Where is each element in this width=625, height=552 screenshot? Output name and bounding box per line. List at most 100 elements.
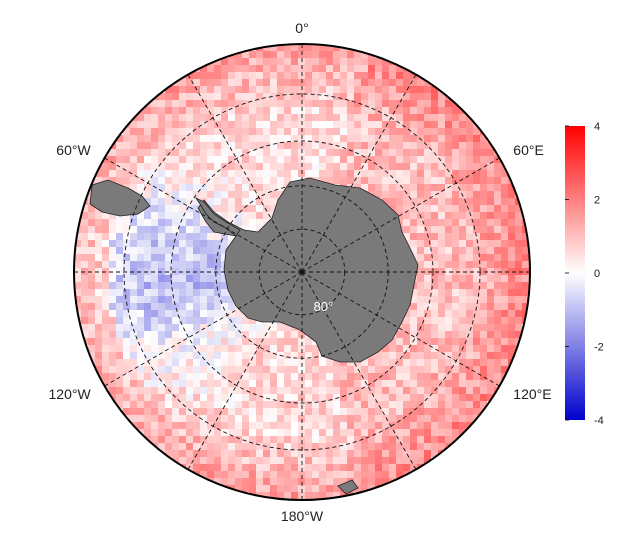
- anomaly-cell: [172, 93, 179, 100]
- anomaly-cell: [452, 142, 459, 149]
- anomaly-cell: [221, 373, 228, 380]
- anomaly-cell: [186, 247, 193, 254]
- anomaly-cell: [74, 282, 81, 289]
- anomaly-cell: [487, 170, 494, 177]
- anomaly-cell: [151, 429, 158, 436]
- anomaly-cell: [116, 233, 123, 240]
- anomaly-cell: [151, 156, 158, 163]
- anomaly-cell: [158, 366, 165, 373]
- anomaly-cell: [368, 142, 375, 149]
- anomaly-cell: [319, 394, 326, 401]
- anomaly-cell: [291, 93, 298, 100]
- anomaly-cell: [361, 450, 368, 457]
- anomaly-cell: [137, 338, 144, 345]
- anomaly-cell: [480, 163, 487, 170]
- anomaly-cell: [130, 149, 137, 156]
- anomaly-cell: [466, 226, 473, 233]
- anomaly-cell: [284, 436, 291, 443]
- anomaly-cell: [165, 317, 172, 324]
- anomaly-cell: [242, 93, 249, 100]
- anomaly-cell: [284, 72, 291, 79]
- anomaly-cell: [347, 100, 354, 107]
- anomaly-cell: [291, 443, 298, 450]
- anomaly-cell: [179, 436, 186, 443]
- anomaly-cell: [501, 240, 508, 247]
- anomaly-cell: [305, 464, 312, 471]
- anomaly-cell: [487, 149, 494, 156]
- anomaly-cell: [312, 464, 319, 471]
- anomaly-cell: [438, 366, 445, 373]
- anomaly-cell: [389, 170, 396, 177]
- anomaly-cell: [249, 457, 256, 464]
- anomaly-cell: [263, 331, 270, 338]
- anomaly-cell: [515, 310, 522, 317]
- anomaly-cell: [333, 177, 340, 184]
- anomaly-cell: [207, 86, 214, 93]
- anomaly-cell: [144, 121, 151, 128]
- anomaly-cell: [151, 338, 158, 345]
- anomaly-cell: [368, 72, 375, 79]
- anomaly-cell: [193, 373, 200, 380]
- anomaly-cell: [466, 387, 473, 394]
- anomaly-cell: [109, 331, 116, 338]
- anomaly-cell: [179, 163, 186, 170]
- anomaly-cell: [256, 415, 263, 422]
- anomaly-cell: [515, 317, 522, 324]
- anomaly-cell: [326, 373, 333, 380]
- anomaly-cell: [452, 303, 459, 310]
- anomaly-cell: [431, 163, 438, 170]
- anomaly-cell: [438, 156, 445, 163]
- anomaly-cell: [270, 114, 277, 121]
- anomaly-cell: [256, 457, 263, 464]
- anomaly-cell: [242, 464, 249, 471]
- anomaly-cell: [270, 156, 277, 163]
- anomaly-cell: [319, 359, 326, 366]
- anomaly-cell: [424, 93, 431, 100]
- anomaly-cell: [221, 310, 228, 317]
- anomaly-cell: [340, 415, 347, 422]
- anomaly-cell: [172, 142, 179, 149]
- anomaly-cell: [263, 324, 270, 331]
- anomaly-cell: [144, 219, 151, 226]
- anomaly-cell: [144, 156, 151, 163]
- anomaly-cell: [298, 142, 305, 149]
- anomaly-cell: [515, 303, 522, 310]
- anomaly-cell: [165, 415, 172, 422]
- anomaly-cell: [151, 387, 158, 394]
- anomaly-cell: [417, 86, 424, 93]
- anomaly-cell: [186, 86, 193, 93]
- anomaly-cell: [137, 282, 144, 289]
- anomaly-cell: [375, 408, 382, 415]
- anomaly-cell: [438, 233, 445, 240]
- anomaly-cell: [340, 478, 347, 485]
- anomaly-cell: [312, 142, 319, 149]
- anomaly-cell: [200, 219, 207, 226]
- anomaly-cell: [438, 254, 445, 261]
- anomaly-cell: [144, 352, 151, 359]
- lon-label: 120°E: [513, 386, 551, 402]
- anomaly-cell: [144, 415, 151, 422]
- anomaly-cell: [424, 296, 431, 303]
- anomaly-cell: [319, 121, 326, 128]
- anomaly-cell: [144, 282, 151, 289]
- anomaly-cell: [116, 289, 123, 296]
- anomaly-cell: [382, 149, 389, 156]
- anomaly-cell: [298, 170, 305, 177]
- anomaly-cell: [109, 380, 116, 387]
- anomaly-cell: [326, 100, 333, 107]
- anomaly-cell: [410, 408, 417, 415]
- anomaly-cell: [284, 51, 291, 58]
- anomaly-cell: [494, 212, 501, 219]
- anomaly-cell: [438, 163, 445, 170]
- anomaly-cell: [452, 156, 459, 163]
- anomaly-cell: [459, 317, 466, 324]
- anomaly-cell: [186, 191, 193, 198]
- anomaly-cell: [501, 345, 508, 352]
- anomaly-cell: [207, 317, 214, 324]
- anomaly-cell: [424, 135, 431, 142]
- anomaly-cell: [424, 170, 431, 177]
- anomaly-cell: [200, 352, 207, 359]
- anomaly-cell: [494, 373, 501, 380]
- anomaly-cell: [480, 191, 487, 198]
- anomaly-cell: [130, 226, 137, 233]
